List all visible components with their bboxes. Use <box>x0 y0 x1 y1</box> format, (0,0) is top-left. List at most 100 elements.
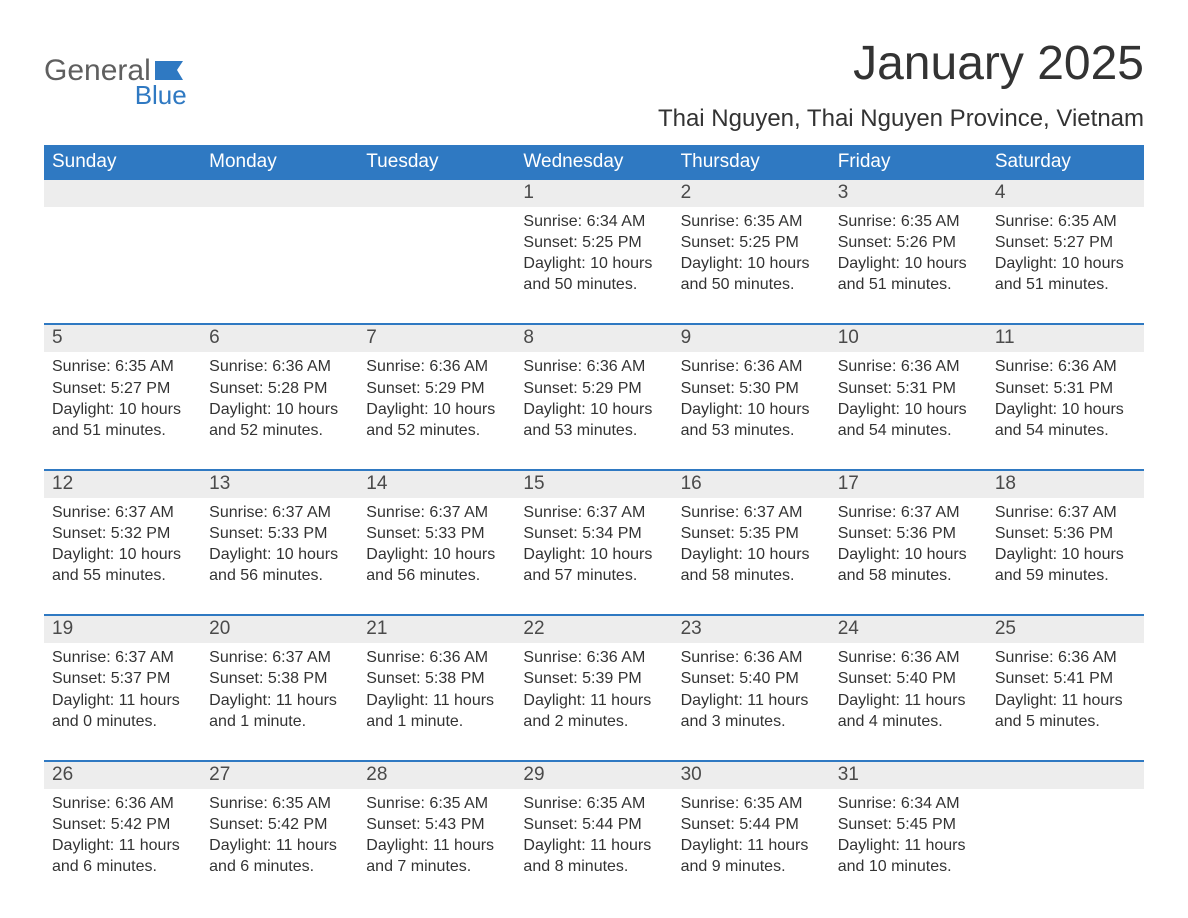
calendar-week: 1234Sunrise: 6:34 AMSunset: 5:25 PMDayli… <box>44 180 1144 323</box>
day-number: 23 <box>673 616 830 643</box>
day-cell: Sunrise: 6:35 AMSunset: 5:26 PMDaylight:… <box>830 207 987 323</box>
sunrise-text: Sunrise: 6:37 AM <box>52 647 193 668</box>
day-number: 29 <box>515 762 672 789</box>
day-number: 12 <box>44 471 201 498</box>
sunset-text: Sunset: 5:41 PM <box>995 668 1136 689</box>
sunset-text: Sunset: 5:40 PM <box>838 668 979 689</box>
day-cell: Sunrise: 6:36 AMSunset: 5:40 PMDaylight:… <box>830 643 987 759</box>
sunrise-text: Sunrise: 6:35 AM <box>209 793 350 814</box>
logo-text: General Blue <box>44 56 189 108</box>
day-number: 13 <box>201 471 358 498</box>
day-cell: Sunrise: 6:37 AMSunset: 5:37 PMDaylight:… <box>44 643 201 759</box>
sunset-text: Sunset: 5:31 PM <box>995 378 1136 399</box>
day-cell <box>987 789 1144 905</box>
day-cell: Sunrise: 6:36 AMSunset: 5:29 PMDaylight:… <box>515 352 672 468</box>
sunset-text: Sunset: 5:25 PM <box>681 232 822 253</box>
day-header-saturday: Saturday <box>987 145 1144 180</box>
sunset-text: Sunset: 5:32 PM <box>52 523 193 544</box>
daylight-text: Daylight: 11 hours and 4 minutes. <box>838 690 979 732</box>
logo: General Blue <box>44 36 189 108</box>
sunset-text: Sunset: 5:38 PM <box>209 668 350 689</box>
day-cell: Sunrise: 6:36 AMSunset: 5:30 PMDaylight:… <box>673 352 830 468</box>
sunrise-text: Sunrise: 6:35 AM <box>523 793 664 814</box>
sunset-text: Sunset: 5:30 PM <box>681 378 822 399</box>
daylight-text: Daylight: 11 hours and 5 minutes. <box>995 690 1136 732</box>
sunrise-text: Sunrise: 6:37 AM <box>366 502 507 523</box>
daylight-text: Daylight: 10 hours and 53 minutes. <box>681 399 822 441</box>
day-header-friday: Friday <box>830 145 987 180</box>
sunset-text: Sunset: 5:44 PM <box>523 814 664 835</box>
calendar-week: 567891011Sunrise: 6:35 AMSunset: 5:27 PM… <box>44 323 1144 468</box>
sunset-text: Sunset: 5:31 PM <box>838 378 979 399</box>
sunset-text: Sunset: 5:42 PM <box>52 814 193 835</box>
sunrise-text: Sunrise: 6:35 AM <box>681 211 822 232</box>
day-header-wednesday: Wednesday <box>515 145 672 180</box>
day-number: 31 <box>830 762 987 789</box>
sunrise-text: Sunrise: 6:37 AM <box>523 502 664 523</box>
sunrise-text: Sunrise: 6:37 AM <box>995 502 1136 523</box>
sunset-text: Sunset: 5:39 PM <box>523 668 664 689</box>
day-cell <box>358 207 515 323</box>
daynum-row: 12131415161718 <box>44 471 1144 498</box>
day-number: 7 <box>358 325 515 352</box>
day-number: 28 <box>358 762 515 789</box>
calendar-week: 12131415161718Sunrise: 6:37 AMSunset: 5:… <box>44 469 1144 614</box>
sunrise-text: Sunrise: 6:36 AM <box>838 647 979 668</box>
day-number: 2 <box>673 180 830 207</box>
day-cell: Sunrise: 6:37 AMSunset: 5:38 PMDaylight:… <box>201 643 358 759</box>
content-row: Sunrise: 6:37 AMSunset: 5:37 PMDaylight:… <box>44 643 1144 759</box>
daylight-text: Daylight: 11 hours and 1 minute. <box>366 690 507 732</box>
day-cell: Sunrise: 6:34 AMSunset: 5:25 PMDaylight:… <box>515 207 672 323</box>
daylight-text: Daylight: 10 hours and 54 minutes. <box>995 399 1136 441</box>
day-number: 1 <box>515 180 672 207</box>
day-cell: Sunrise: 6:36 AMSunset: 5:31 PMDaylight:… <box>987 352 1144 468</box>
day-number: 8 <box>515 325 672 352</box>
sunrise-text: Sunrise: 6:37 AM <box>838 502 979 523</box>
daylight-text: Daylight: 10 hours and 53 minutes. <box>523 399 664 441</box>
sunrise-text: Sunrise: 6:35 AM <box>366 793 507 814</box>
sunrise-text: Sunrise: 6:36 AM <box>681 356 822 377</box>
calendar-week: 262728293031Sunrise: 6:36 AMSunset: 5:42… <box>44 760 1144 905</box>
day-cell: Sunrise: 6:36 AMSunset: 5:29 PMDaylight:… <box>358 352 515 468</box>
day-number: 24 <box>830 616 987 643</box>
location-text: Thai Nguyen, Thai Nguyen Province, Vietn… <box>658 105 1144 133</box>
daylight-text: Daylight: 11 hours and 8 minutes. <box>523 835 664 877</box>
daylight-text: Daylight: 11 hours and 6 minutes. <box>52 835 193 877</box>
day-cell: Sunrise: 6:37 AMSunset: 5:33 PMDaylight:… <box>201 498 358 614</box>
day-cell <box>44 207 201 323</box>
sunrise-text: Sunrise: 6:37 AM <box>209 502 350 523</box>
daylight-text: Daylight: 11 hours and 6 minutes. <box>209 835 350 877</box>
day-cell: Sunrise: 6:35 AMSunset: 5:44 PMDaylight:… <box>673 789 830 905</box>
sunrise-text: Sunrise: 6:36 AM <box>995 356 1136 377</box>
day-number <box>358 180 515 207</box>
sunrise-text: Sunrise: 6:36 AM <box>838 356 979 377</box>
sunrise-text: Sunrise: 6:37 AM <box>52 502 193 523</box>
daylight-text: Daylight: 11 hours and 7 minutes. <box>366 835 507 877</box>
day-cell: Sunrise: 6:36 AMSunset: 5:42 PMDaylight:… <box>44 789 201 905</box>
sunset-text: Sunset: 5:40 PM <box>681 668 822 689</box>
daynum-row: 262728293031 <box>44 762 1144 789</box>
day-number <box>987 762 1144 789</box>
day-cell: Sunrise: 6:36 AMSunset: 5:31 PMDaylight:… <box>830 352 987 468</box>
sunset-text: Sunset: 5:42 PM <box>209 814 350 835</box>
day-number: 25 <box>987 616 1144 643</box>
day-cell: Sunrise: 6:37 AMSunset: 5:32 PMDaylight:… <box>44 498 201 614</box>
daylight-text: Daylight: 11 hours and 2 minutes. <box>523 690 664 732</box>
sunset-text: Sunset: 5:33 PM <box>366 523 507 544</box>
sunset-text: Sunset: 5:36 PM <box>995 523 1136 544</box>
sunset-text: Sunset: 5:44 PM <box>681 814 822 835</box>
day-cell: Sunrise: 6:37 AMSunset: 5:34 PMDaylight:… <box>515 498 672 614</box>
day-cell: Sunrise: 6:37 AMSunset: 5:33 PMDaylight:… <box>358 498 515 614</box>
calendar-header-row: Sunday Monday Tuesday Wednesday Thursday… <box>44 145 1144 180</box>
day-number: 18 <box>987 471 1144 498</box>
sunset-text: Sunset: 5:34 PM <box>523 523 664 544</box>
day-number: 4 <box>987 180 1144 207</box>
sunrise-text: Sunrise: 6:35 AM <box>995 211 1136 232</box>
sunrise-text: Sunrise: 6:36 AM <box>523 356 664 377</box>
day-number: 19 <box>44 616 201 643</box>
sunset-text: Sunset: 5:35 PM <box>681 523 822 544</box>
day-header-monday: Monday <box>201 145 358 180</box>
day-number: 11 <box>987 325 1144 352</box>
day-number: 30 <box>673 762 830 789</box>
daylight-text: Daylight: 10 hours and 51 minutes. <box>995 253 1136 295</box>
